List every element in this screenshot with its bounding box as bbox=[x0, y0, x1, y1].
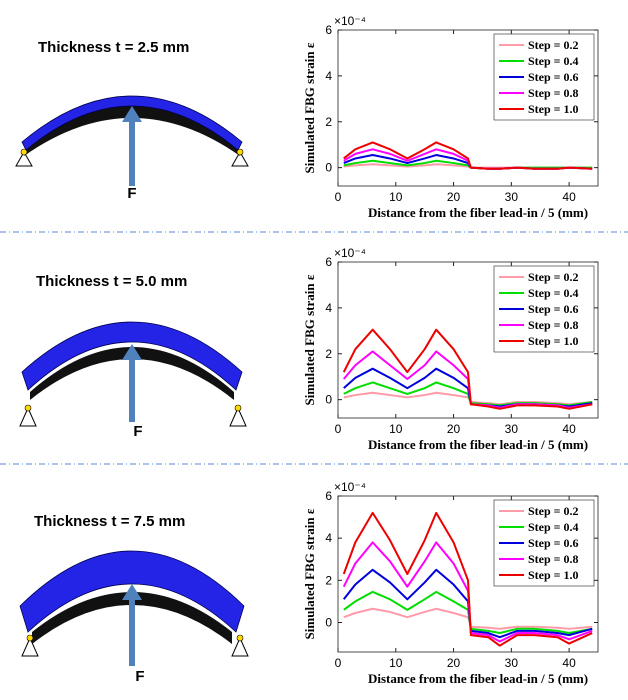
y-tick-label: 0 bbox=[325, 393, 332, 407]
series-line bbox=[343, 141, 593, 170]
x-axis-label: Distance from the fiber lead-in / 5 (mm) bbox=[368, 671, 588, 686]
y-axis-label: Simulated FBG strain ε bbox=[302, 274, 317, 405]
y-tick-label: 6 bbox=[325, 255, 332, 269]
force-label: F bbox=[135, 668, 144, 685]
series-line bbox=[342, 328, 593, 410]
pin bbox=[236, 148, 244, 156]
legend-label: Step = 0.4 bbox=[528, 54, 579, 68]
legend-label: Step = 0.4 bbox=[528, 286, 579, 300]
y-tick-label: 0 bbox=[325, 615, 332, 629]
legend-label: Step = 1.0 bbox=[528, 568, 579, 582]
deformed-shadow bbox=[32, 592, 232, 644]
x-tick-label: 40 bbox=[562, 190, 576, 204]
y-tick-label: 4 bbox=[325, 531, 332, 545]
y-multiplier: ×10⁻⁴ bbox=[334, 14, 366, 28]
beam-panel: Thickness t = 7.5 mm F bbox=[19, 513, 249, 685]
legend-label: Step = 0.6 bbox=[528, 536, 579, 550]
deformed-shadow bbox=[30, 347, 234, 400]
legend-label: Step = 0.4 bbox=[528, 520, 579, 534]
legend-label: Step = 0.6 bbox=[528, 302, 579, 316]
force-label: F bbox=[133, 423, 142, 440]
x-tick-label: 30 bbox=[505, 190, 519, 204]
x-tick-label: 30 bbox=[505, 656, 519, 670]
beam bbox=[19, 550, 245, 633]
y-tick-label: 6 bbox=[325, 23, 332, 37]
series-line bbox=[343, 607, 593, 630]
support bbox=[21, 636, 249, 657]
thickness-label: Thickness t = 7.5 mm bbox=[34, 513, 185, 530]
x-tick-label: 10 bbox=[389, 422, 403, 436]
y-tick-label: 2 bbox=[325, 347, 332, 361]
series-line bbox=[343, 391, 593, 406]
force-label: F bbox=[127, 185, 136, 202]
thickness-label: Thickness t = 5.0 mm bbox=[36, 273, 187, 290]
y-tick-label: 4 bbox=[325, 69, 332, 83]
legend-label: Step = 0.2 bbox=[528, 38, 579, 52]
legend-label: Step = 1.0 bbox=[528, 334, 579, 348]
x-tick-label: 20 bbox=[447, 422, 461, 436]
legend-label: Step = 0.2 bbox=[528, 504, 579, 518]
pin bbox=[26, 634, 34, 642]
y-tick-label: 2 bbox=[325, 115, 332, 129]
deformed-shadow bbox=[24, 106, 240, 156]
y-multiplier: ×10⁻⁴ bbox=[334, 480, 366, 494]
beam bbox=[21, 95, 243, 151]
legend-label: Step = 0.2 bbox=[528, 270, 579, 284]
y-tick-label: 2 bbox=[325, 573, 332, 587]
x-tick-label: 40 bbox=[562, 656, 576, 670]
y-axis-label: Simulated FBG strain ε bbox=[302, 508, 317, 639]
x-tick-label: 20 bbox=[447, 656, 461, 670]
legend-label: Step = 0.8 bbox=[528, 86, 579, 100]
x-tick-label: 10 bbox=[389, 190, 403, 204]
beam-panel: Thickness t = 5.0 mm F bbox=[19, 273, 247, 440]
y-axis-label: Simulated FBG strain ε bbox=[302, 42, 317, 173]
x-tick-label: 0 bbox=[335, 190, 342, 204]
x-axis-label: Distance from the fiber lead-in / 5 (mm) bbox=[368, 437, 588, 452]
pin bbox=[20, 148, 28, 156]
legend-label: Step = 0.8 bbox=[528, 552, 579, 566]
pin bbox=[236, 634, 244, 642]
support bbox=[19, 406, 247, 427]
y-multiplier: ×10⁻⁴ bbox=[334, 246, 366, 260]
legend-label: Step = 0.8 bbox=[528, 318, 579, 332]
series-line bbox=[343, 381, 593, 407]
legend-label: Step = 0.6 bbox=[528, 70, 579, 84]
legend-label: Step = 1.0 bbox=[528, 102, 579, 116]
series-line bbox=[342, 511, 593, 647]
x-tick-label: 0 bbox=[335, 656, 342, 670]
x-tick-label: 10 bbox=[389, 656, 403, 670]
pin bbox=[234, 404, 242, 412]
x-tick-label: 40 bbox=[562, 422, 576, 436]
arrowhead bbox=[122, 344, 142, 360]
series-line bbox=[343, 159, 593, 170]
y-tick-label: 0 bbox=[325, 161, 332, 175]
support bbox=[15, 150, 249, 167]
arrowhead bbox=[122, 584, 142, 600]
x-tick-label: 0 bbox=[335, 422, 342, 436]
y-tick-label: 4 bbox=[325, 301, 332, 315]
x-tick-label: 30 bbox=[505, 422, 519, 436]
beam-panel: Thickness t = 2.5 mm F bbox=[15, 39, 249, 202]
arrowhead bbox=[122, 106, 142, 122]
thickness-label: Thickness t = 2.5 mm bbox=[38, 39, 189, 56]
x-axis-label: Distance from the fiber lead-in / 5 (mm) bbox=[368, 205, 588, 220]
y-tick-label: 6 bbox=[325, 489, 332, 503]
x-tick-label: 20 bbox=[447, 190, 461, 204]
pin bbox=[24, 404, 32, 412]
beam bbox=[21, 321, 243, 391]
